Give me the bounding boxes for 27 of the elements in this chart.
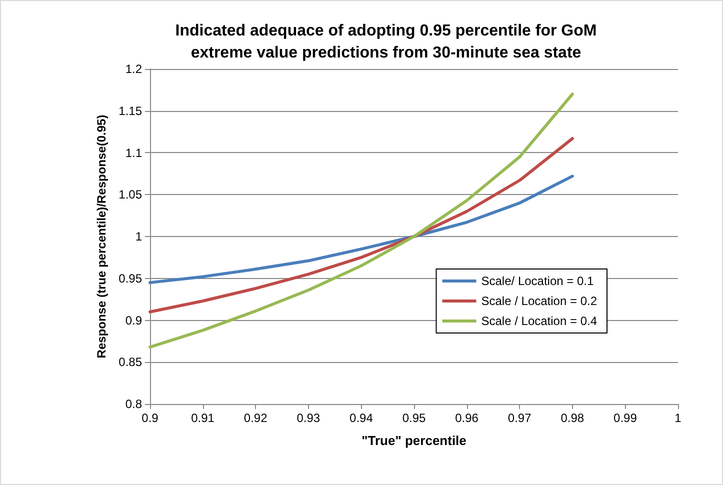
y-axis-title: Response (true percentile)/Response(0.95) bbox=[94, 114, 109, 358]
y-tick-label: 0.8 bbox=[125, 397, 142, 411]
x-tick-label: 0.91 bbox=[191, 411, 215, 425]
y-tick-label: 0.95 bbox=[118, 271, 142, 286]
x-tick-label: 1 bbox=[674, 411, 682, 425]
x-tick-label: 0.97 bbox=[508, 411, 532, 425]
chart-title: Indicated adequace of adopting 0.95 percentile for GoM extreme value predictions from 30-minute sea state bbox=[175, 22, 597, 62]
x-tick-label: 0.94 bbox=[350, 411, 374, 425]
y-tick-label: 0.85 bbox=[118, 355, 142, 370]
x-tick-label: 0.98 bbox=[560, 411, 584, 425]
x-tick-label: 0.9 bbox=[142, 411, 159, 425]
legend-label: Scale/ Location = 0.1 bbox=[481, 274, 594, 288]
y-tick-label: 1.05 bbox=[118, 188, 142, 202]
line-series bbox=[148, 174, 574, 284]
y-tick-label: 1.15 bbox=[118, 104, 142, 118]
x-tick-label: 0.92 bbox=[244, 411, 268, 425]
y-tick-label: 0.9 bbox=[125, 313, 142, 328]
y-tick-label: 1.1 bbox=[125, 146, 142, 160]
x-tick-label: 0.95 bbox=[402, 411, 426, 425]
x-axis-title: "True" percentile bbox=[362, 433, 466, 448]
x-tick-label: 0.93 bbox=[296, 411, 320, 425]
legend-label: Scale / Location = 0.2 bbox=[481, 294, 598, 308]
y-tick-label: 1.2 bbox=[125, 62, 142, 76]
x-tick-label: 0.99 bbox=[614, 411, 638, 425]
legend-label: Scale / Location = 0.4 bbox=[481, 314, 598, 328]
x-tick-label: 0.96 bbox=[455, 411, 479, 425]
y-tick-label: 1 bbox=[135, 230, 142, 244]
